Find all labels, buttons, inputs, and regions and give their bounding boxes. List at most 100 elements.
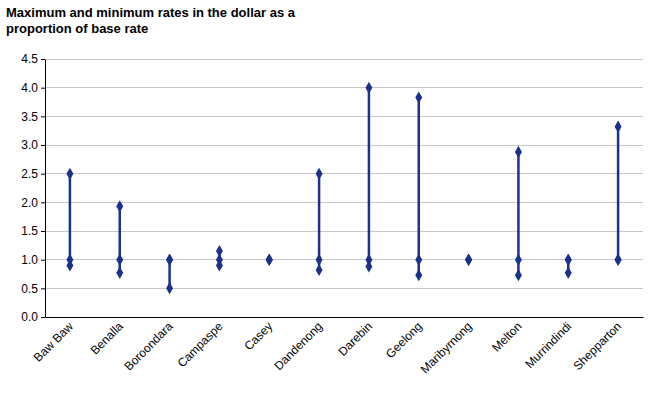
- marker: [565, 254, 572, 266]
- x-tick: Dandenong: [271, 317, 325, 373]
- marker: [465, 254, 472, 266]
- grid-line: [45, 145, 643, 146]
- marker: [116, 200, 123, 212]
- marker: [515, 146, 522, 158]
- y-tick-mark: [41, 88, 45, 89]
- marker: [116, 254, 123, 266]
- y-tick-label: 0.0: [21, 310, 38, 324]
- y-tick: 2.0: [21, 196, 45, 210]
- grid-line: [45, 173, 643, 174]
- y-tick: 1.0: [21, 253, 45, 267]
- marker: [316, 168, 323, 180]
- x-tick: Murrindindi: [522, 317, 574, 371]
- grid: [45, 59, 643, 317]
- grid-line: [45, 59, 643, 60]
- marker: [266, 254, 273, 266]
- y-tick-label: 0.5: [21, 282, 38, 296]
- x-tick-label: Casey: [241, 319, 275, 353]
- x-tick: Boroondara: [121, 317, 175, 373]
- y-tick-mark: [41, 317, 45, 318]
- grid-line: [45, 116, 643, 117]
- grid-line: [45, 87, 643, 88]
- y-tick-mark: [41, 231, 45, 232]
- marker: [166, 254, 173, 266]
- chart: Maximum and minimum rates in the dollar …: [0, 0, 654, 398]
- y-tick: 4.0: [21, 81, 45, 95]
- marker: [465, 254, 472, 266]
- marker: [465, 254, 472, 266]
- x-tick: Shepparton: [570, 317, 624, 373]
- marker: [316, 254, 323, 266]
- marker: [615, 121, 622, 133]
- y-tick-mark: [41, 260, 45, 261]
- range-line: [418, 97, 421, 275]
- title-line: Maximum and minimum rates in the dollar …: [6, 5, 296, 20]
- x-tick: Melton: [489, 317, 524, 355]
- grid-line: [45, 317, 643, 318]
- title-line: proportion of base rate: [6, 21, 148, 36]
- x-tick-label: Boroondara: [121, 319, 175, 373]
- y-tick-label: 1.0: [21, 253, 38, 267]
- x-tick-label: Benalla: [88, 319, 126, 357]
- y-tick-mark: [41, 202, 45, 203]
- y-axis: 0.0 0.5 1.0 1.5 2.0 2.5 3.0 3.5 4.0 4.5: [21, 52, 45, 324]
- y-tick-label: 4.0: [21, 81, 38, 95]
- marker: [316, 264, 323, 276]
- marker: [266, 254, 273, 266]
- title: Maximum and minimum rates in the dollar …: [6, 5, 296, 36]
- marker: [66, 168, 73, 180]
- y-tick: 3.0: [21, 138, 45, 152]
- grid-line: [45, 231, 643, 232]
- marker: [66, 259, 73, 271]
- x-axis: Baw BawBenallaBoroondaraCampaspeCaseyDan…: [31, 317, 644, 376]
- range-line: [368, 88, 371, 267]
- marker: [166, 282, 173, 294]
- y-tick-mark: [41, 174, 45, 175]
- y-tick: 2.5: [21, 167, 45, 181]
- y-tick: 4.5: [21, 52, 45, 66]
- marker: [365, 82, 372, 94]
- grid-line: [45, 259, 643, 260]
- grid-line: [45, 288, 643, 289]
- range-line: [617, 127, 620, 260]
- marker: [415, 269, 422, 281]
- y-tick: 1.5: [21, 224, 45, 238]
- y-tick-mark: [41, 116, 45, 117]
- y-tick-label: 2.0: [21, 196, 38, 210]
- x-tick: Casey: [241, 317, 275, 353]
- y-tick-label: 1.5: [21, 224, 38, 238]
- marker: [216, 259, 223, 271]
- y-tick: 3.5: [21, 110, 45, 124]
- grid-line: [45, 202, 643, 203]
- x-tick-label: Melton: [489, 319, 524, 354]
- x-tick-label: Darebin: [335, 319, 375, 359]
- x-tick: Baw Baw: [31, 317, 77, 364]
- marker: [565, 254, 572, 266]
- y-tick-mark: [41, 288, 45, 289]
- x-tick: Geelong: [383, 317, 425, 361]
- marker: [515, 269, 522, 281]
- x-tick-label: Maribyrnong: [418, 319, 475, 376]
- marker: [565, 267, 572, 279]
- marker: [615, 254, 622, 266]
- y-axis-line: [45, 60, 46, 318]
- x-tick-label: Shepparton: [570, 319, 624, 373]
- x-axis-line: [46, 317, 644, 318]
- marker: [415, 91, 422, 103]
- marker: [615, 254, 622, 266]
- marker: [116, 267, 123, 279]
- y-tick: 0.0: [21, 310, 45, 324]
- y-tick-mark: [41, 145, 45, 146]
- marker: [415, 254, 422, 266]
- y-tick-label: 3.5: [21, 110, 38, 124]
- x-tick-label: Geelong: [383, 319, 425, 361]
- range-line: [69, 174, 72, 266]
- x-tick-label: Dandenong: [271, 319, 325, 373]
- x-tick-label: Murrindindi: [522, 319, 574, 371]
- y-tick-label: 4.5: [21, 52, 38, 66]
- x-tick-label: Baw Baw: [31, 319, 77, 365]
- marker: [365, 261, 372, 273]
- marker: [266, 254, 273, 266]
- y-tick-mark: [41, 59, 45, 60]
- y-tick-label: 2.5: [21, 167, 38, 181]
